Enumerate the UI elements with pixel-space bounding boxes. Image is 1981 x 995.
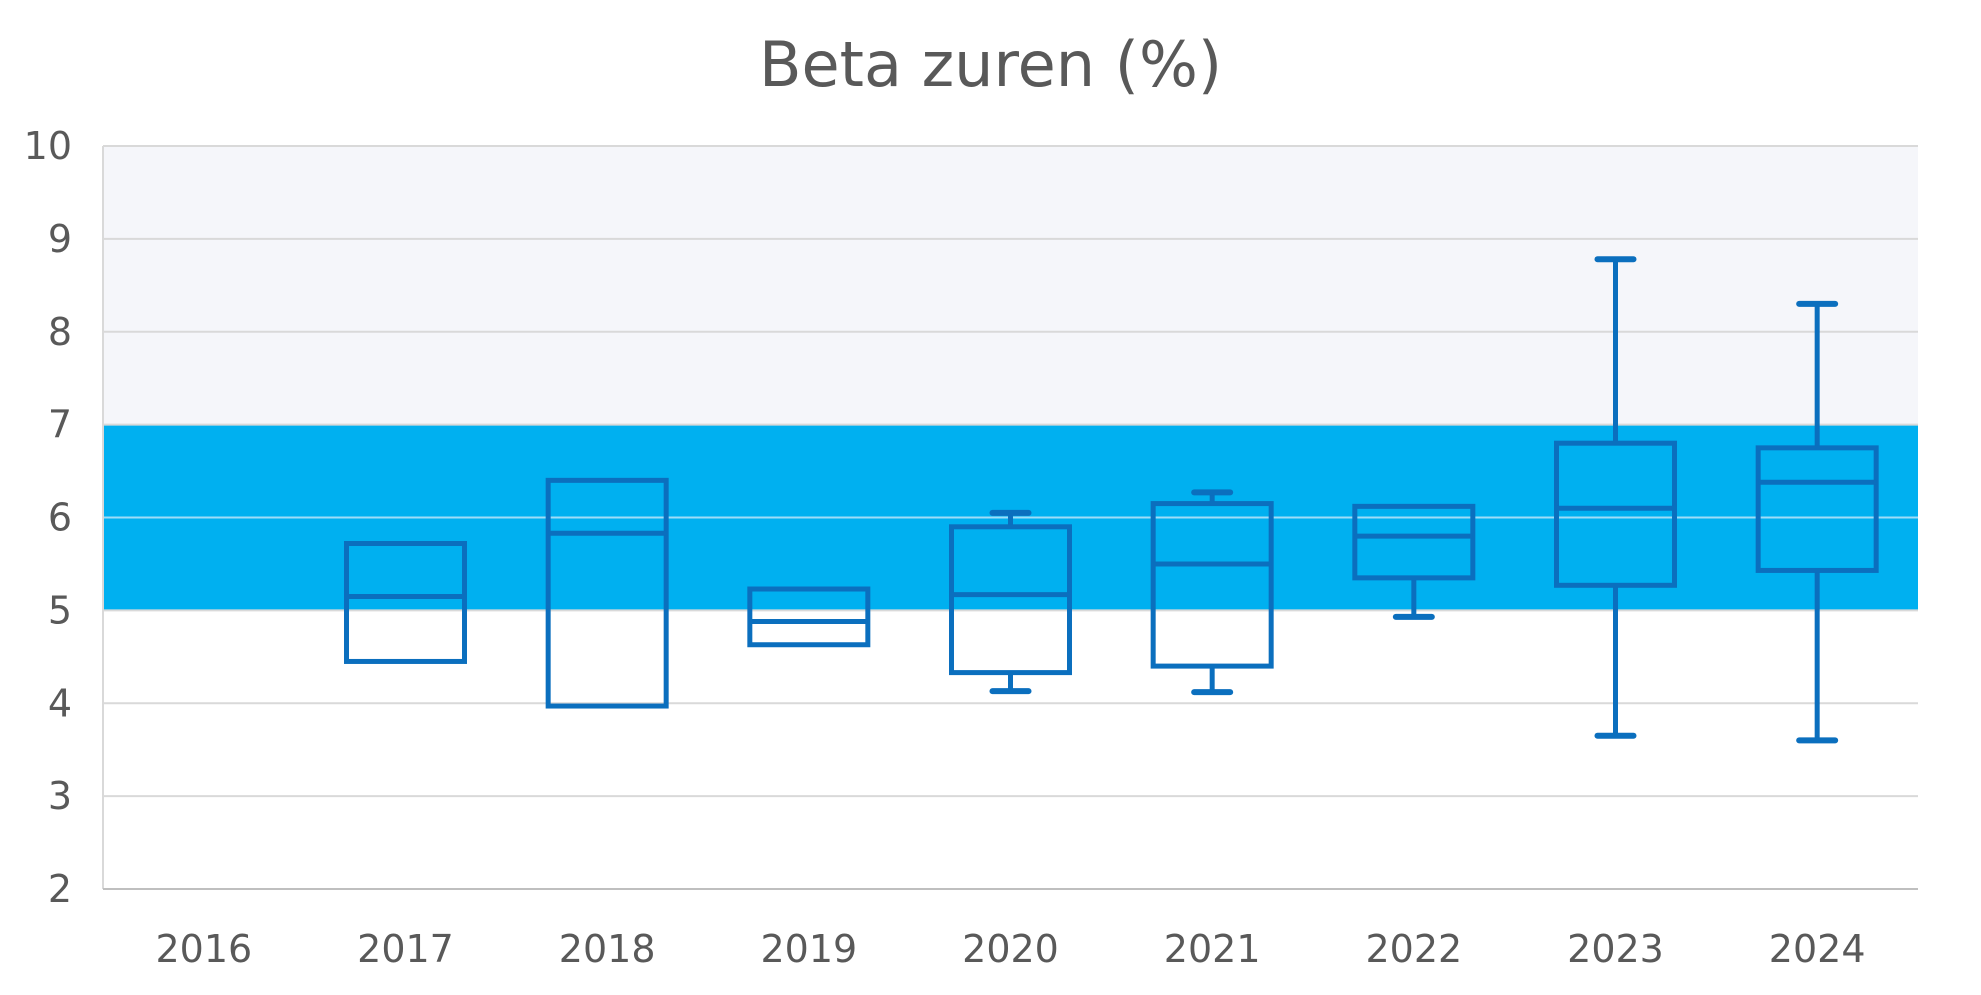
y-tick-label: 5 [48, 588, 72, 632]
chart-title: Beta zuren (%) [758, 28, 1223, 101]
y-tick-label: 8 [48, 310, 72, 354]
box [747, 586, 871, 648]
box [545, 477, 669, 709]
y-tick-label: 2 [48, 867, 72, 911]
x-tick-label: 2024 [1769, 927, 1866, 971]
y-tick-label: 6 [48, 496, 72, 540]
box [1150, 501, 1274, 669]
y-tick-label: 9 [48, 217, 72, 261]
x-tick-label: 2016 [155, 927, 252, 971]
y-tick-label: 3 [48, 774, 72, 818]
x-tick-label: 2020 [962, 927, 1059, 971]
box [1755, 445, 1879, 573]
x-tick-label: 2018 [559, 927, 656, 971]
box [1352, 503, 1476, 581]
x-tick-label: 2017 [357, 927, 454, 971]
x-tick-label: 2019 [760, 927, 857, 971]
x-tick-label: 2021 [1164, 927, 1261, 971]
box [344, 541, 467, 664]
box [1554, 440, 1677, 588]
x-tick-label: 2022 [1365, 927, 1462, 971]
upper-region [103, 146, 1918, 425]
x-tick-label: 2023 [1567, 927, 1664, 971]
y-tick-label: 7 [48, 403, 72, 447]
y-tick-label: 10 [24, 124, 72, 168]
y-tick-label: 4 [48, 681, 72, 725]
box [949, 524, 1072, 676]
